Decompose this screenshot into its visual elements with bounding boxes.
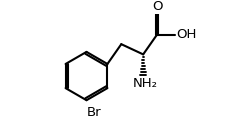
Text: Br: Br — [87, 106, 101, 119]
Text: O: O — [151, 0, 162, 13]
Text: OH: OH — [175, 28, 195, 41]
Text: NH₂: NH₂ — [133, 77, 158, 90]
